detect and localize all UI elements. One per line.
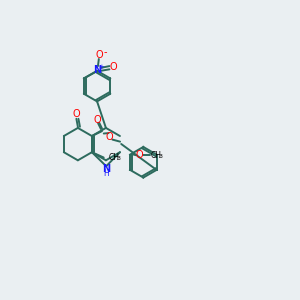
Text: -: - — [103, 47, 107, 57]
Text: H: H — [103, 169, 109, 178]
Text: O: O — [105, 132, 113, 142]
Text: O: O — [73, 110, 80, 119]
Text: 3: 3 — [116, 156, 120, 161]
Text: CH: CH — [151, 151, 162, 160]
Text: N: N — [102, 164, 110, 173]
Text: O: O — [136, 150, 143, 160]
Text: O: O — [94, 116, 101, 125]
Text: CH: CH — [108, 153, 119, 162]
Text: 3: 3 — [159, 154, 163, 159]
Text: +: + — [98, 64, 104, 70]
Text: O: O — [110, 62, 117, 72]
Text: O: O — [95, 50, 103, 61]
Text: N: N — [93, 64, 101, 75]
